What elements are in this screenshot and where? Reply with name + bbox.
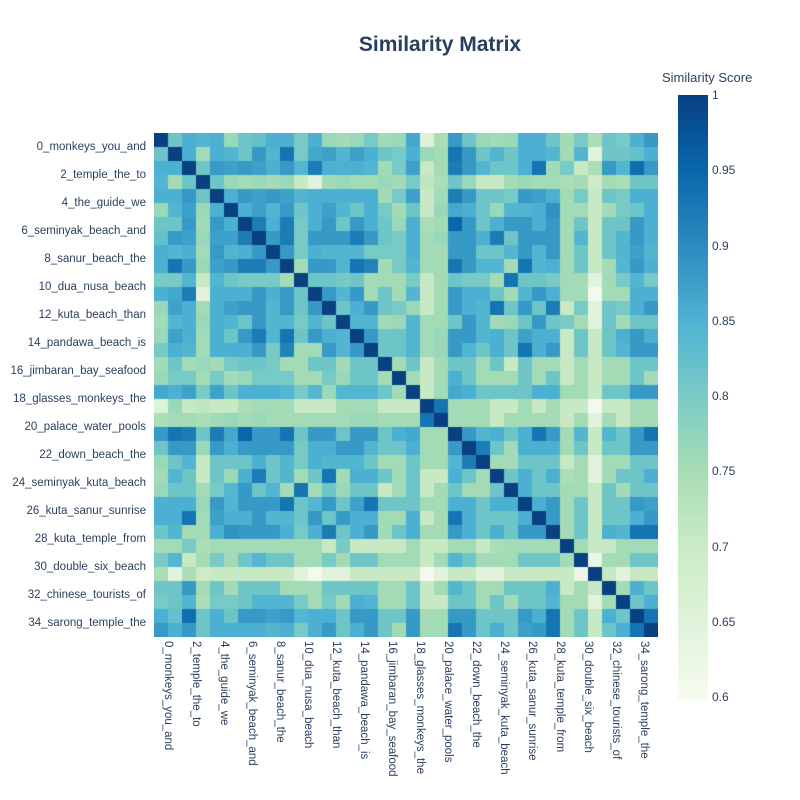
colorbar-tick-label: 0.8 xyxy=(712,389,729,403)
x-axis-label: 32_chinese_tourists_of xyxy=(610,641,622,760)
x-axis-label: 34_sarong_temple_the xyxy=(638,641,650,759)
y-axis-label: 34_sarong_temple_the xyxy=(28,617,146,629)
colorbar-tick-label: 0.85 xyxy=(712,313,736,328)
y-axis-label: 8_sanur_beach_the xyxy=(44,253,146,265)
x-axis-label: 14_pandawa_beach_is xyxy=(358,641,370,760)
x-axis-labels: 0_monkeys_you_and 2_temple_the_to 4_the_gu… xyxy=(154,641,658,799)
x-axis-label: 16_jimbaran_bay_seafood xyxy=(386,641,398,777)
x-axis-label: 0_monkeys_you_and xyxy=(162,641,174,751)
x-axis-label: 4_the_guide_we xyxy=(218,641,230,726)
colorbar-tick-label: 1 xyxy=(712,88,719,102)
x-axis-label: 18_glasses_monkeys_the xyxy=(414,641,426,774)
y-axis-labels: 0_monkeys_you_and 2_temple_the_to 4_the_gu… xyxy=(0,133,150,637)
x-axis-label: 26_kuta_sanur_sunrise xyxy=(526,641,538,761)
y-axis-label: 30_double_six_beach xyxy=(34,561,146,573)
colorbar-ticks: 1 0.95 0.9 0.85 0.8 0.75 0.7 0.65 0.6 xyxy=(712,88,772,704)
x-axis-label: 22_down_beach_the xyxy=(470,641,482,748)
y-axis-label: 0_monkeys_you_and xyxy=(36,141,146,153)
y-axis-label: 4_the_guide_we xyxy=(61,197,146,209)
heatmap[interactable] xyxy=(154,133,658,637)
y-axis-label: 32_chinese_tourists_of xyxy=(27,589,146,601)
y-axis-label: 16_jimbaran_bay_seafood xyxy=(10,365,146,377)
x-axis-label: 10_dua_nusa_beach xyxy=(302,641,314,749)
x-axis-label: 24_seminyak_kuta_beach xyxy=(498,641,510,775)
x-axis-label: 6_seminyak_beach_and xyxy=(246,641,258,766)
x-axis-label: 28_kuta_temple_from xyxy=(554,641,566,753)
colorbar-tick-label: 0.6 xyxy=(712,690,729,704)
y-axis-label: 12_kuta_beach_than xyxy=(38,309,146,321)
chart-title: Similarity Matrix xyxy=(358,33,522,56)
y-axis-label: 26_kuta_sanur_sunrise xyxy=(26,505,146,517)
y-axis-label: 10_dua_nusa_beach xyxy=(38,281,146,293)
y-axis-label: 2_temple_the_to xyxy=(60,169,146,181)
y-axis-label: 14_pandawa_beach_is xyxy=(27,337,146,349)
x-axis-label: 12_kuta_beach_than xyxy=(330,641,342,749)
heatmap-canvas[interactable] xyxy=(154,133,658,637)
colorbar-tick-label: 0.9 xyxy=(712,238,729,253)
y-axis-label: 22_down_beach_the xyxy=(39,449,146,461)
x-axis-label: 2_temple_the_to xyxy=(190,641,202,727)
x-axis-label: 30_double_six_beach xyxy=(582,641,594,753)
y-axis-label: 6_seminyak_beach_and xyxy=(21,225,146,237)
colorbar-title: Similarity Score xyxy=(662,70,753,85)
y-axis-label: 24_seminyak_kuta_beach xyxy=(12,477,146,489)
colorbar-tick-label: 0.65 xyxy=(712,614,736,629)
x-axis-label: 20_palace_water_pools xyxy=(442,641,454,763)
colorbar-tick-label: 0.95 xyxy=(712,163,736,178)
colorbar-tick-label: 0.75 xyxy=(712,464,736,479)
colorbar-tick-label: 0.7 xyxy=(712,539,729,554)
y-axis-label: 18_glasses_monkeys_the xyxy=(13,393,146,405)
y-axis-label: 20_palace_water_pools xyxy=(24,421,146,433)
x-axis-label: 8_sanur_beach_the xyxy=(274,641,286,743)
colorbar xyxy=(678,95,708,700)
y-axis-label: 28_kuta_temple_from xyxy=(34,533,146,545)
